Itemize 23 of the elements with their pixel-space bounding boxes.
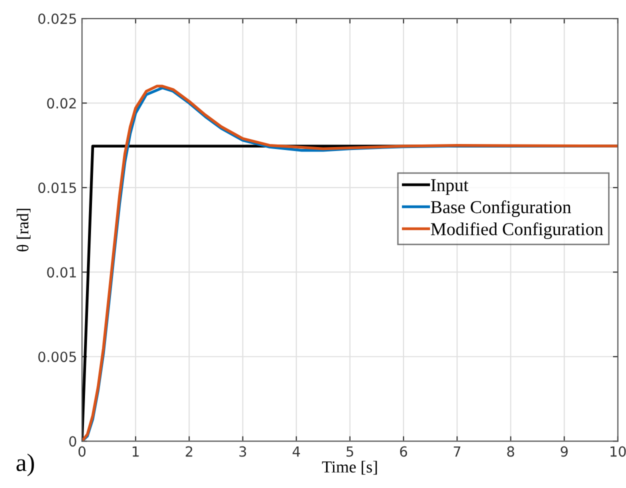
legend-label: Base Configuration xyxy=(430,200,572,217)
y-tick-label: 0.015 xyxy=(38,182,76,194)
y-tick-label: 0.005 xyxy=(38,352,76,362)
x-tick-label: 4 xyxy=(292,446,300,457)
legend-label: Modified Configuration xyxy=(430,222,604,239)
y-axis-title: θ [rad] xyxy=(16,208,31,252)
y-tick-label: 0 xyxy=(69,436,76,447)
x-tick-label: 8 xyxy=(507,446,514,457)
text: a) xyxy=(16,454,34,476)
x-tick-label: 7 xyxy=(454,446,460,457)
x-tick-label: 1 xyxy=(132,446,139,457)
x-tick-label: 10 xyxy=(610,446,626,457)
x-tick-label: 3 xyxy=(239,446,246,457)
y-tick-label: 0.01 xyxy=(47,267,76,278)
y-tick-label: 0.025 xyxy=(38,14,76,24)
x-tick-label: 0 xyxy=(78,446,86,457)
x-tick-label: 6 xyxy=(400,446,408,457)
x-axis-title: Time [s] xyxy=(322,460,377,475)
x-tick-label: 5 xyxy=(346,446,354,457)
x-tick-label: 9 xyxy=(560,446,568,457)
x-tick-label: 2 xyxy=(186,446,192,457)
y-tick-label: 0.02 xyxy=(47,98,76,109)
legend-label: Input xyxy=(431,179,468,195)
